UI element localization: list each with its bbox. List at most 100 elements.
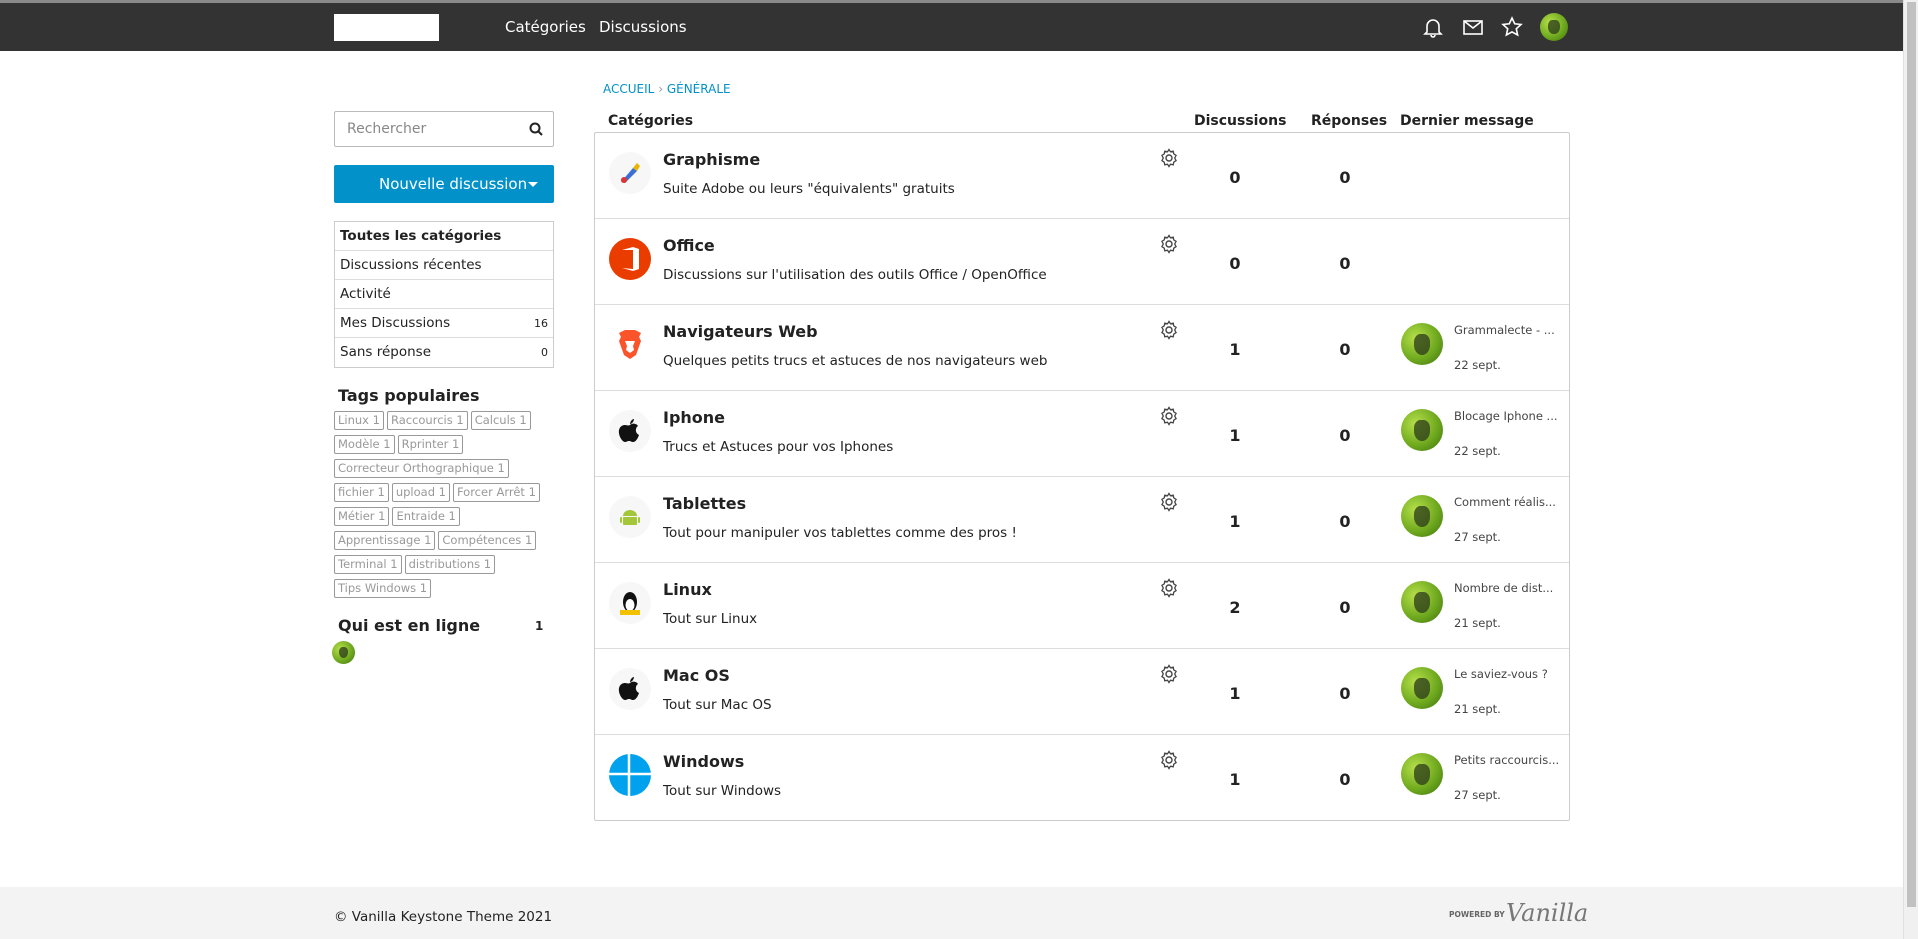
- category-title[interactable]: Windows: [663, 752, 745, 771]
- category-title[interactable]: Iphone: [663, 408, 726, 427]
- sidebar-item-recent[interactable]: Discussions récentes: [335, 251, 553, 280]
- category-row[interactable]: Windows Tout sur Windows 1 0 Petits raccourc…: [595, 735, 1569, 821]
- category-row[interactable]: Mac OS Tout sur Mac OS 1 0 Le saviez-vous ? 2…: [595, 649, 1569, 735]
- category-description: Tout sur Mac OS: [663, 697, 772, 713]
- tag-link[interactable]: Métier 1: [334, 507, 390, 526]
- gear-icon[interactable]: [1159, 406, 1179, 430]
- last-message-title[interactable]: Le saviez-vous ?: [1454, 667, 1548, 681]
- star-icon[interactable]: [1500, 15, 1524, 39]
- last-message-title[interactable]: Comment réalis...: [1454, 495, 1556, 509]
- category-description: Tout sur Linux: [663, 611, 758, 627]
- category-row[interactable]: Graphisme Suite Adobe ou leurs "équivalen…: [595, 133, 1569, 219]
- last-poster-avatar[interactable]: [1401, 323, 1443, 365]
- category-title[interactable]: Mac OS: [663, 666, 730, 685]
- window-top-border: [0, 0, 1903, 3]
- last-poster-avatar[interactable]: [1401, 667, 1443, 709]
- apple-icon: [609, 668, 651, 710]
- gear-icon[interactable]: [1159, 148, 1179, 172]
- category-title[interactable]: Office: [663, 236, 715, 255]
- tag-link[interactable]: Raccourcis 1: [386, 411, 468, 430]
- tag-link[interactable]: Rprinter 1: [397, 435, 464, 454]
- last-poster-avatar[interactable]: [1401, 409, 1443, 451]
- category-title[interactable]: Graphisme: [663, 150, 761, 169]
- apple-icon: [609, 410, 651, 452]
- breadcrumb-home[interactable]: ACCUEIL: [603, 82, 655, 96]
- sidebar-item-unanswered[interactable]: Sans réponse 0: [335, 338, 553, 367]
- last-message-title[interactable]: Blocage Iphone ...: [1454, 409, 1558, 423]
- user-avatar[interactable]: [1540, 13, 1568, 41]
- gear-icon[interactable]: [1159, 320, 1179, 344]
- tag-link[interactable]: Tips Windows 1: [334, 579, 432, 598]
- search-icon[interactable]: [529, 122, 543, 136]
- last-message-date: 21 sept.: [1454, 616, 1501, 630]
- search-placeholder: Rechercher: [347, 121, 427, 137]
- header-replies: Réponses: [1311, 113, 1388, 129]
- online-heading: Qui est en ligne: [338, 616, 481, 635]
- android-icon: [609, 496, 651, 538]
- gear-icon[interactable]: [1159, 664, 1179, 688]
- gear-icon[interactable]: [1159, 578, 1179, 602]
- new-discussion-button[interactable]: Nouvelle discussion: [334, 165, 554, 203]
- category-row[interactable]: Iphone Trucs et Astuces pour vos Iphones 1…: [595, 391, 1569, 477]
- search-input[interactable]: Rechercher: [334, 111, 554, 147]
- bell-icon[interactable]: [1421, 15, 1445, 39]
- chevron-down-icon[interactable]: [528, 182, 538, 187]
- online-count: 1: [535, 619, 544, 633]
- tag-link[interactable]: Compétences 1: [438, 531, 537, 550]
- breadcrumb-current[interactable]: GÉNÉRALE: [666, 82, 731, 96]
- footer: © Vanilla Keystone Theme 2021 POWERED BY…: [0, 887, 1903, 939]
- category-title[interactable]: Navigateurs Web: [663, 322, 818, 341]
- last-message-title[interactable]: Grammalecte - ...: [1454, 323, 1555, 337]
- tag-link[interactable]: Entraide 1: [392, 507, 460, 526]
- category-title[interactable]: Tablettes: [663, 494, 747, 513]
- scrollbar-thumb[interactable]: [1907, 2, 1916, 907]
- category-description: Discussions sur l'utilisation des outils…: [663, 267, 1047, 283]
- last-poster-avatar[interactable]: [1401, 753, 1443, 795]
- mail-icon[interactable]: [1461, 15, 1485, 39]
- office-icon: [609, 238, 651, 280]
- vanilla-logo[interactable]: Vanilla: [1506, 899, 1589, 927]
- last-poster-avatar[interactable]: [1401, 581, 1443, 623]
- reply-count: 0: [1339, 770, 1351, 789]
- discussion-count: 1: [1229, 512, 1241, 531]
- sidebar-menu: Toutes les catégories Discussions récent…: [334, 221, 554, 368]
- tag-link[interactable]: Terminal 1: [334, 555, 402, 574]
- category-row[interactable]: Tablettes Tout pour manipuler vos tablett…: [595, 477, 1569, 563]
- gear-icon[interactable]: [1159, 750, 1179, 774]
- last-message-title[interactable]: Petits raccourcis...: [1454, 753, 1560, 767]
- discussion-count: 1: [1229, 426, 1241, 445]
- category-title[interactable]: Linux: [663, 580, 712, 599]
- discussion-count: 2: [1229, 598, 1241, 617]
- gear-icon[interactable]: [1159, 234, 1179, 258]
- tag-link[interactable]: Calculs 1: [470, 411, 531, 430]
- count-badge: 0: [541, 346, 548, 359]
- online-user-avatar[interactable]: [332, 641, 355, 664]
- category-description: Suite Adobe ou leurs "équivalents" gratu…: [663, 181, 955, 197]
- tag-link[interactable]: Forcer Arrêt 1: [452, 483, 540, 502]
- sidebar-item-activity[interactable]: Activité: [335, 280, 553, 309]
- discussion-count: 0: [1229, 168, 1241, 187]
- tag-link[interactable]: Apprentissage 1: [334, 531, 436, 550]
- tag-link[interactable]: distributions 1: [404, 555, 496, 574]
- scrollbar[interactable]: [1903, 0, 1918, 939]
- nav-discussions[interactable]: Discussions: [599, 18, 687, 36]
- site-logo[interactable]: [334, 14, 439, 41]
- gear-icon[interactable]: [1159, 492, 1179, 516]
- tag-link[interactable]: Linux 1: [334, 411, 384, 430]
- sidebar-item-label: Toutes les catégories: [340, 228, 502, 244]
- category-row[interactable]: Office Discussions sur l'utilisation des …: [595, 219, 1569, 305]
- tag-link[interactable]: upload 1: [391, 483, 450, 502]
- sidebar-item-my-discussions[interactable]: Mes Discussions 16: [335, 309, 553, 338]
- breadcrumb-separator: ›: [658, 82, 663, 96]
- nav-categories[interactable]: Catégories: [505, 18, 586, 36]
- sidebar-item-all-categories[interactable]: Toutes les catégories: [335, 222, 553, 251]
- last-message-title[interactable]: Nombre de dist...: [1454, 581, 1554, 595]
- tags-heading: Tags populaires: [338, 386, 480, 405]
- last-poster-avatar[interactable]: [1401, 495, 1443, 537]
- tag-link[interactable]: Modèle 1: [334, 435, 395, 454]
- category-row[interactable]: Navigateurs Web Quelques petits trucs et …: [595, 305, 1569, 391]
- category-description: Quelques petits trucs et astuces de nos …: [663, 353, 1048, 369]
- category-row[interactable]: Linux Tout sur Linux 2 0 Nombre de dist... 21…: [595, 563, 1569, 649]
- tag-link[interactable]: Correcteur Orthographique 1: [334, 459, 509, 478]
- tag-link[interactable]: fichier 1: [334, 483, 389, 502]
